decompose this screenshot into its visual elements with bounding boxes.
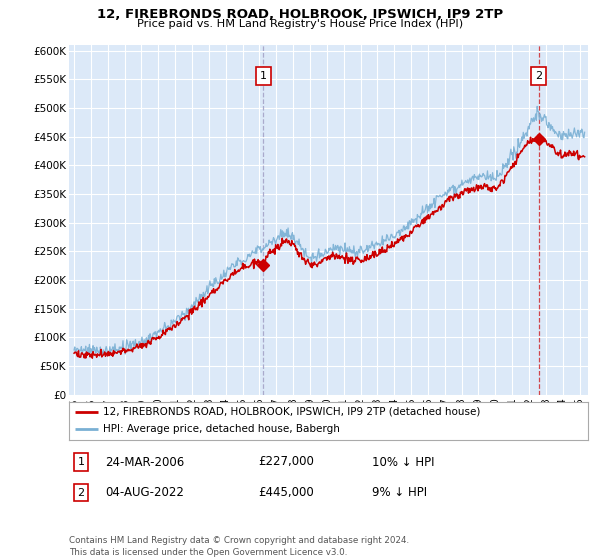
- Text: £227,000: £227,000: [258, 455, 314, 469]
- Text: 1: 1: [260, 71, 267, 81]
- Text: 9% ↓ HPI: 9% ↓ HPI: [372, 486, 427, 500]
- Text: Contains HM Land Registry data © Crown copyright and database right 2024.
This d: Contains HM Land Registry data © Crown c…: [69, 536, 409, 557]
- Text: 12, FIREBRONDS ROAD, HOLBROOK, IPSWICH, IP9 2TP: 12, FIREBRONDS ROAD, HOLBROOK, IPSWICH, …: [97, 8, 503, 21]
- Text: 1: 1: [77, 457, 85, 467]
- Text: 24-MAR-2006: 24-MAR-2006: [105, 455, 184, 469]
- Text: £445,000: £445,000: [258, 486, 314, 500]
- Text: 2: 2: [77, 488, 85, 498]
- Text: Price paid vs. HM Land Registry's House Price Index (HPI): Price paid vs. HM Land Registry's House …: [137, 19, 463, 29]
- Text: HPI: Average price, detached house, Babergh: HPI: Average price, detached house, Babe…: [103, 424, 340, 435]
- Text: 2: 2: [535, 71, 542, 81]
- Text: 04-AUG-2022: 04-AUG-2022: [105, 486, 184, 500]
- Text: 12, FIREBRONDS ROAD, HOLBROOK, IPSWICH, IP9 2TP (detached house): 12, FIREBRONDS ROAD, HOLBROOK, IPSWICH, …: [103, 407, 480, 417]
- Text: 10% ↓ HPI: 10% ↓ HPI: [372, 455, 434, 469]
